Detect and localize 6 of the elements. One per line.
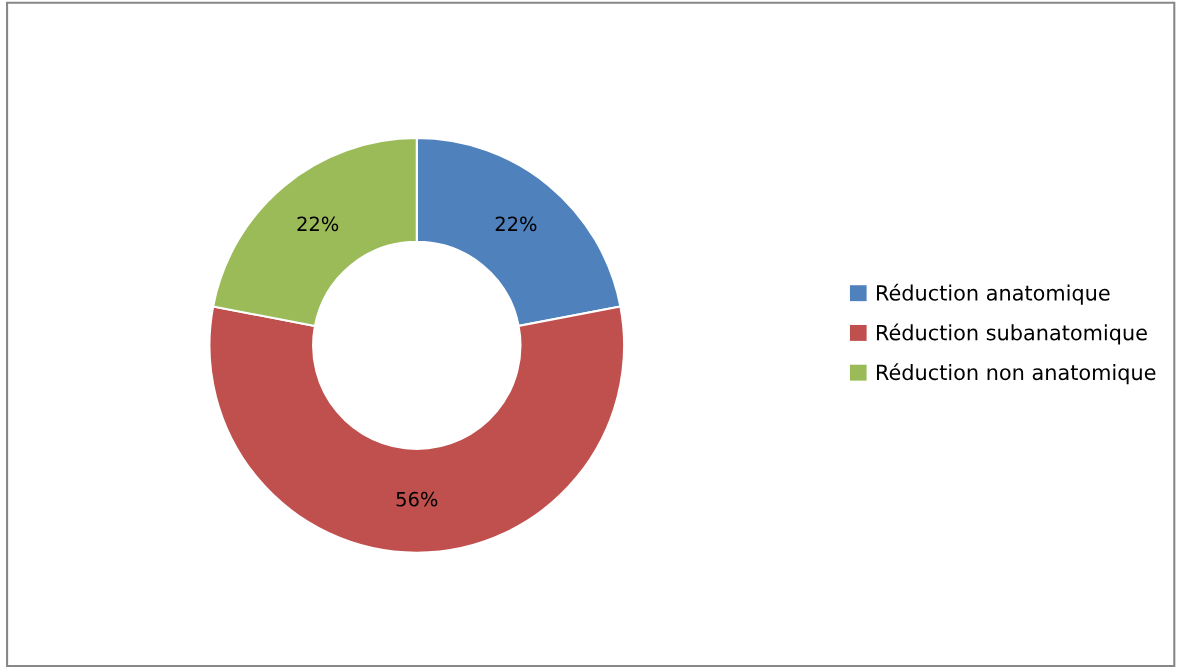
legend-label: Réduction anatomique (876, 283, 1110, 305)
data-label: 22% (297, 216, 339, 232)
legend-label: Réduction subanatomique (876, 323, 1147, 345)
data-label: 56% (396, 491, 438, 507)
legend-label: Réduction non anatomique (876, 363, 1156, 385)
data-label: 22% (495, 216, 537, 232)
